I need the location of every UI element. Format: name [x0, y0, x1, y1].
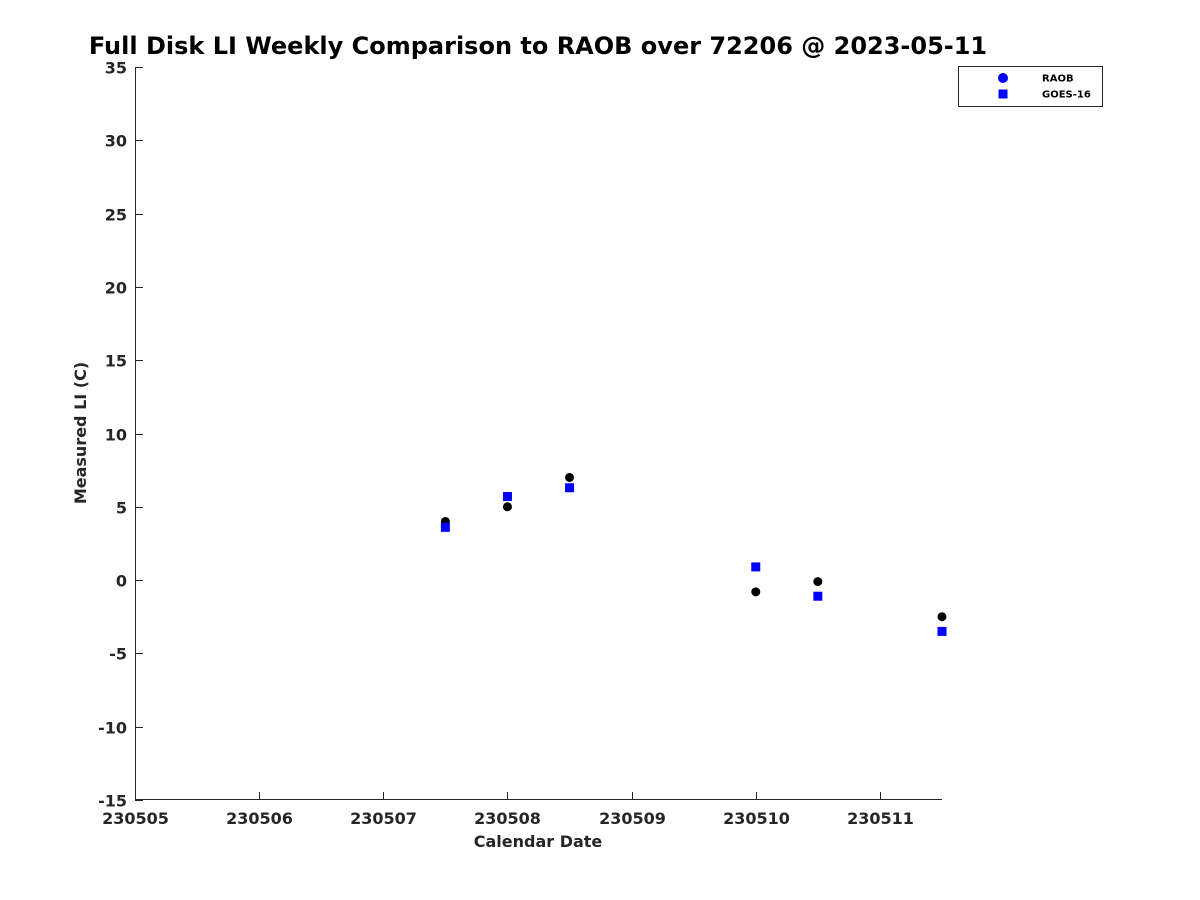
chart-title: Full Disk LI Weekly Comparison to RAOB o…	[89, 32, 987, 60]
plot-axes	[135, 67, 942, 800]
y-tick-label: -15	[98, 792, 127, 811]
x-tick-label: 230508	[474, 809, 541, 828]
legend-marker-raob	[998, 73, 1008, 83]
y-tick-label: 25	[105, 206, 127, 225]
y-tick-label: -5	[109, 645, 127, 664]
y-axis-label: Measured LI (C)	[71, 362, 90, 504]
goes-16-point	[565, 483, 575, 493]
data-points	[440, 472, 947, 636]
legend: RAOB GOES-16	[958, 66, 1103, 107]
legend-marker-goes	[998, 89, 1008, 99]
x-axis-label: Calendar Date	[474, 832, 603, 851]
goes-16-point	[440, 522, 450, 532]
raob-point	[751, 587, 761, 597]
raob-point	[502, 502, 512, 512]
legend-label-goes: GOES-16	[1042, 90, 1091, 101]
y-tick-label: 35	[105, 59, 127, 78]
x-ticks: 230505 230506 230507 230508 230509 230510 2305…	[102, 792, 914, 828]
x-tick-label: 230505	[102, 809, 169, 828]
y-tick-label: -10	[98, 719, 127, 738]
goes-16-point	[937, 626, 947, 636]
x-tick-label: 230509	[599, 809, 666, 828]
x-tick-label: 230510	[723, 809, 790, 828]
legend-box	[958, 66, 1103, 107]
y-ticks: -15 -10 -5 0 5 10 15 20 25 30 35	[98, 59, 143, 811]
goes-16-point	[813, 591, 823, 601]
raob-point	[565, 472, 575, 482]
goes-16-point	[751, 562, 761, 572]
raob-point	[937, 612, 947, 622]
x-tick-label: 230506	[226, 809, 293, 828]
y-tick-label: 0	[116, 572, 127, 591]
y-tick-label: 30	[105, 132, 127, 151]
goes-16-point	[502, 492, 512, 502]
x-tick-label: 230507	[350, 809, 417, 828]
y-tick-label: 15	[105, 352, 127, 371]
raob-point	[813, 577, 823, 587]
y-tick-label: 10	[105, 426, 127, 445]
legend-label-raob: RAOB	[1042, 74, 1074, 85]
y-tick-label: 20	[105, 279, 127, 298]
y-tick-label: 5	[116, 499, 127, 518]
x-tick-label: 230511	[847, 809, 914, 828]
